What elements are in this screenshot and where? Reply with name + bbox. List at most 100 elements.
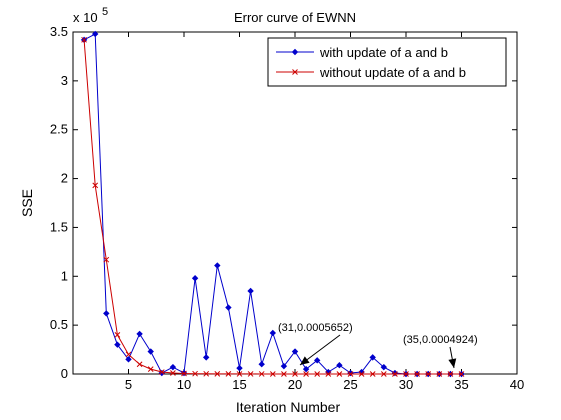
x-tick-label: 40 — [510, 377, 524, 392]
annotation-arrow-head — [448, 358, 457, 368]
data-point — [147, 366, 154, 372]
data-point — [191, 275, 199, 282]
data-point — [269, 329, 277, 337]
data-point — [236, 371, 243, 377]
data-point — [380, 363, 388, 371]
data-point — [114, 332, 121, 338]
data-point — [392, 371, 398, 377]
legend-marker — [292, 69, 298, 75]
data-point — [125, 351, 132, 358]
x-tick-label: 15 — [232, 377, 246, 392]
data-point — [403, 371, 409, 377]
legend-entry: with update of a and b — [276, 45, 448, 60]
y-exponent-power: 5 — [102, 6, 108, 18]
data-point — [147, 348, 154, 355]
data-point — [369, 371, 376, 377]
data-point — [358, 371, 365, 377]
y-axis-label: SSE — [19, 189, 35, 217]
data-point — [214, 262, 221, 269]
data-point — [203, 370, 210, 377]
annotation-arrow-head — [300, 356, 310, 365]
data-point — [281, 371, 287, 377]
data-point — [258, 371, 265, 377]
legend-marker — [291, 48, 299, 56]
annotation: (31,0.0005652) — [278, 322, 353, 366]
series-layer — [80, 30, 465, 378]
data-point — [303, 371, 309, 377]
data-point — [158, 369, 165, 375]
data-point — [336, 361, 343, 369]
y-axis-exponent: x 10 5 — [73, 6, 108, 25]
series-without-update — [81, 36, 465, 377]
data-point — [380, 371, 387, 377]
data-point — [302, 365, 310, 373]
data-point — [436, 371, 443, 377]
legend-label: with update of a and b — [319, 45, 448, 60]
chart-title: Error curve of EWNN — [234, 10, 356, 25]
annotation: (35,0.0004924) — [403, 334, 478, 369]
plot-area — [72, 31, 518, 375]
data-point — [170, 370, 176, 376]
y-tick-label: 1.5 — [50, 219, 68, 234]
data-point — [181, 370, 187, 377]
data-point — [114, 341, 121, 348]
data-point — [214, 370, 221, 377]
y-exponent-base: x 10 — [73, 10, 98, 25]
data-point — [81, 36, 87, 43]
data-point — [458, 371, 465, 377]
data-point — [291, 348, 299, 355]
data-point — [125, 356, 132, 363]
legend-entry: without update of a and b — [276, 65, 466, 80]
y-tick-label: 2 — [61, 171, 68, 186]
data-point — [136, 361, 143, 368]
data-point — [169, 363, 177, 371]
data-point — [336, 371, 343, 377]
data-point — [347, 371, 354, 377]
x-tick-label: 5 — [125, 377, 132, 392]
x-axis-label: Iteration Number — [236, 399, 341, 415]
legend-box — [267, 37, 507, 87]
y-axis-ticks: 0 0.5 1 1.5 2 2.5 3 3.5 — [50, 24, 517, 381]
data-point — [447, 371, 454, 377]
y-tick-label: 0 — [61, 366, 68, 381]
data-point — [280, 362, 288, 370]
data-point — [269, 371, 276, 377]
annotations-layer: (31,0.0005652) (35,0.0004924) — [278, 322, 478, 369]
x-tick-label: 30 — [399, 377, 413, 392]
data-point — [225, 371, 232, 377]
data-point — [414, 371, 420, 377]
x-tick-label: 10 — [177, 377, 191, 392]
annotation-text: (31,0.0005652) — [278, 322, 353, 334]
data-point — [325, 371, 332, 377]
data-point — [292, 371, 298, 377]
y-tick-label: 2.5 — [50, 122, 68, 137]
x-tick-label: 25 — [343, 377, 357, 392]
x-axis-ticks: 5 10 15 20 25 30 35 40 — [125, 32, 524, 392]
data-point — [202, 354, 210, 361]
data-point — [313, 357, 321, 364]
x-tick-label: 20 — [288, 377, 302, 392]
data-point — [236, 364, 243, 372]
y-tick-label: 0.5 — [50, 317, 68, 332]
data-point — [136, 330, 143, 338]
data-point — [92, 182, 99, 189]
data-point — [247, 371, 254, 377]
annotation-text: (35,0.0004924) — [403, 334, 478, 346]
y-tick-label: 1 — [61, 268, 68, 283]
data-point — [314, 371, 321, 377]
y-tick-label: 3 — [61, 73, 68, 88]
data-point — [103, 310, 110, 317]
data-point — [103, 256, 110, 263]
data-point — [247, 287, 254, 295]
data-point — [425, 371, 432, 377]
x-tick-label: 35 — [454, 377, 468, 392]
legend-label: without update of a and b — [319, 65, 466, 80]
data-point — [91, 30, 99, 38]
data-point — [192, 370, 198, 377]
legend: with update of a and b without update of … — [267, 37, 507, 87]
y-tick-label: 3.5 — [50, 24, 68, 39]
data-point — [258, 361, 265, 368]
data-point — [225, 304, 232, 311]
data-point — [369, 354, 376, 361]
